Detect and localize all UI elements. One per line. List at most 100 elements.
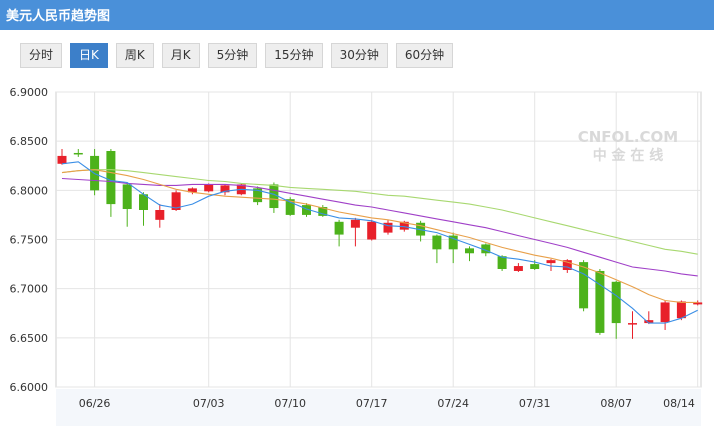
candle-body — [513, 266, 523, 271]
candle — [122, 182, 132, 227]
candle — [644, 311, 654, 325]
y-tick-label: 6.7500 — [10, 234, 49, 247]
candle-body — [139, 194, 148, 210]
tab-30min[interactable]: 30分钟 — [330, 43, 388, 68]
x-axis: 06/26 07/03 07/10 07/17 07/24 07/31 08/07 08/14 — [56, 389, 701, 426]
candle — [628, 311, 637, 339]
tab-daily-k[interactable]: 日K — [70, 43, 108, 68]
candle-body — [644, 320, 654, 324]
candle-body — [383, 222, 393, 233]
y-tick-label: 6.8000 — [10, 184, 49, 197]
candle-body — [220, 185, 230, 193]
candle-body — [660, 302, 670, 323]
candle-body — [334, 221, 344, 235]
candle — [465, 246, 474, 262]
y-axis: 6.9000 6.8500 6.8000 6.7500 6.7000 6.6500 6.60… — [10, 86, 49, 394]
candle-body — [171, 192, 181, 210]
candle-body — [204, 184, 214, 192]
ma5-line — [61, 161, 698, 324]
candle — [660, 300, 670, 330]
candle-body — [269, 184, 279, 209]
candle — [285, 197, 295, 216]
candle — [220, 184, 230, 196]
tab-monthly-k[interactable]: 月K — [161, 43, 200, 68]
tab-15min[interactable]: 15分钟 — [265, 43, 323, 68]
candle — [334, 219, 344, 247]
x-tick-label: 08/14 — [663, 397, 695, 410]
candle-body — [350, 219, 360, 228]
candle — [448, 232, 458, 264]
candle-body — [611, 281, 621, 324]
candle-body — [122, 184, 132, 210]
candle — [562, 259, 572, 273]
y-tick-label: 6.6000 — [10, 381, 49, 394]
candle-body — [302, 205, 311, 215]
candle-body — [465, 248, 474, 254]
candle-body — [106, 151, 116, 205]
candle — [432, 234, 442, 264]
ma30-line — [61, 169, 698, 255]
candle — [318, 205, 328, 217]
candle — [497, 255, 507, 271]
candle-body — [693, 302, 703, 305]
watermark-brand: CNFOL.COM — [578, 128, 679, 146]
y-tick-label: 6.8500 — [10, 135, 49, 148]
candle — [57, 149, 67, 165]
candle-body — [432, 235, 442, 250]
x-tick-label: 07/17 — [356, 397, 388, 410]
candle-body — [562, 260, 572, 270]
candle — [367, 219, 377, 241]
candle — [253, 186, 263, 206]
candle — [350, 217, 360, 247]
x-tick-label: 07/31 — [519, 397, 551, 410]
x-tick-label: 07/03 — [193, 397, 225, 410]
candle-body — [628, 323, 637, 325]
candle — [90, 149, 100, 196]
candle — [676, 300, 686, 321]
ma20-line — [61, 177, 698, 277]
candle — [139, 192, 148, 226]
candle-body — [318, 207, 328, 216]
candle-body — [285, 199, 295, 215]
tab-5min[interactable]: 5分钟 — [207, 43, 258, 68]
y-tick-label: 6.7000 — [10, 283, 49, 296]
period-tabs: 分时 日K 周K 月K 5分钟 15分钟 30分钟 60分钟 — [20, 43, 461, 69]
tab-weekly-k[interactable]: 周K — [115, 43, 154, 68]
candle — [579, 260, 589, 312]
candle — [73, 149, 83, 157]
candle — [595, 269, 605, 335]
candle-body — [367, 221, 377, 240]
candle-body — [73, 152, 83, 155]
candle-body — [595, 270, 605, 333]
candle-body — [579, 262, 589, 309]
cnfol-watermark: CNFOL.COM 中 金 在 线 — [578, 128, 679, 164]
x-tick-label: 07/24 — [437, 397, 469, 410]
candle-body — [399, 221, 409, 230]
x-tick-label: 06/26 — [79, 397, 111, 410]
x-axis-band — [56, 389, 701, 426]
candle-body — [497, 256, 507, 269]
watermark-cn: 中 金 在 线 — [593, 147, 664, 164]
candle-body — [546, 260, 556, 264]
candle-body — [530, 264, 540, 269]
moving-average-lines — [61, 161, 698, 324]
candle-body — [57, 155, 67, 164]
x-tick-label: 07/10 — [274, 397, 306, 410]
candle — [269, 182, 279, 213]
tab-60min[interactable]: 60分钟 — [395, 43, 454, 68]
x-tick-label: 08/07 — [600, 397, 632, 410]
candle — [611, 280, 621, 339]
candle — [383, 219, 393, 235]
candle — [513, 263, 523, 272]
candle — [106, 149, 116, 217]
tab-minute[interactable]: 分时 — [20, 43, 63, 68]
y-tick-label: 6.9000 — [10, 86, 49, 99]
chart-header: 美元人民币趋势图 — [0, 0, 714, 30]
chart-grid — [55, 91, 702, 388]
candle-body — [187, 188, 197, 193]
ma10-line — [61, 169, 698, 303]
candle-body — [676, 301, 686, 319]
candle-body — [253, 188, 263, 203]
candle-body — [448, 235, 458, 250]
candle-body — [481, 244, 491, 254]
